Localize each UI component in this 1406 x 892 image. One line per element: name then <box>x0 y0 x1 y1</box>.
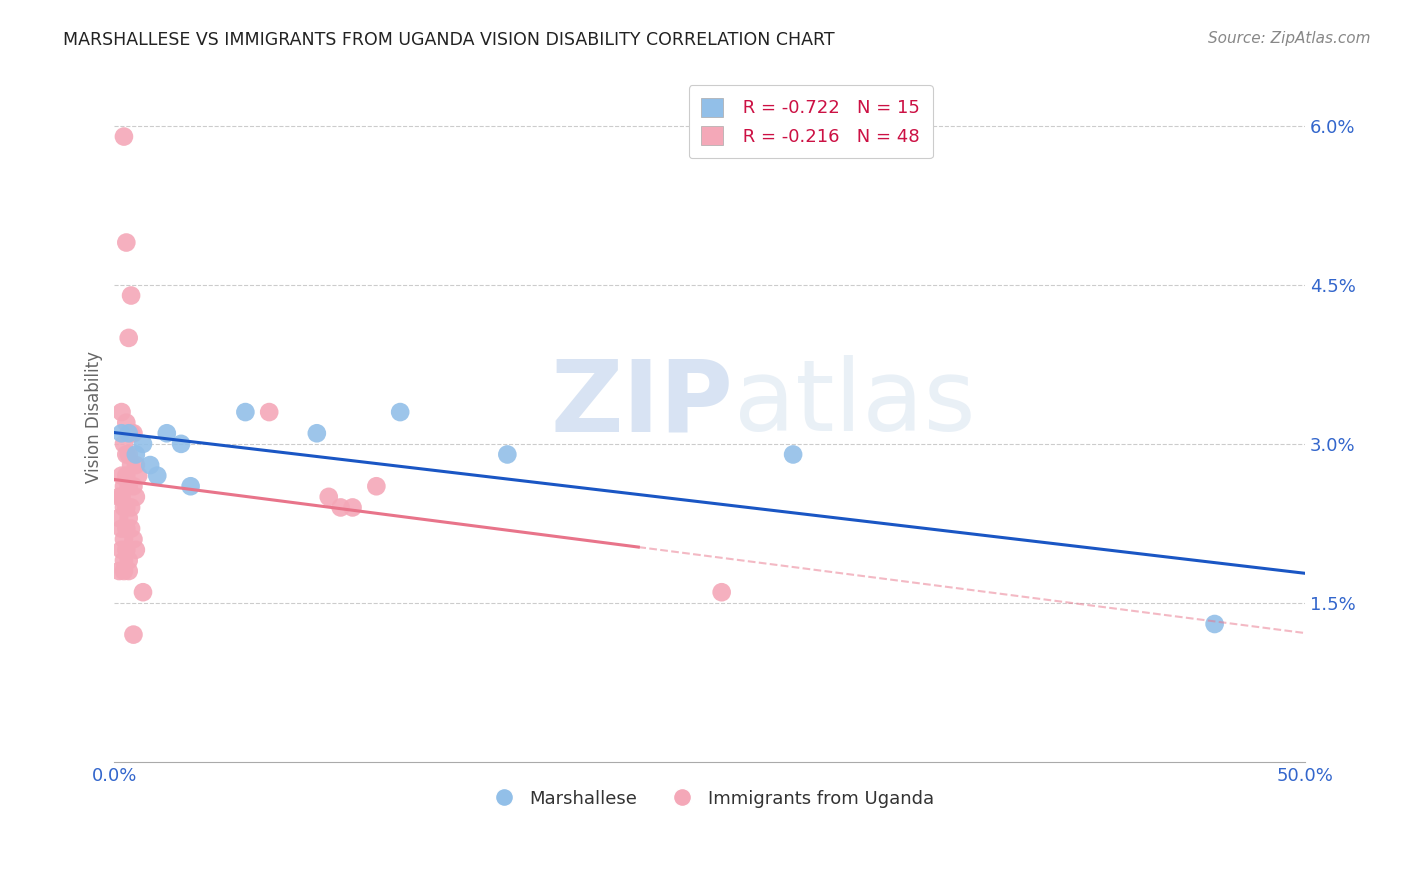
Point <box>170 437 193 451</box>
Point <box>115 522 138 536</box>
Point <box>112 500 135 515</box>
Point <box>115 468 138 483</box>
Point <box>118 331 141 345</box>
Point <box>118 564 141 578</box>
Point <box>156 426 179 441</box>
Point <box>110 542 132 557</box>
Point <box>108 564 131 578</box>
Point <box>115 416 138 430</box>
Legend: Marshallese, Immigrants from Uganda: Marshallese, Immigrants from Uganda <box>478 782 941 814</box>
Point <box>118 511 141 525</box>
Point <box>115 500 138 515</box>
Point <box>110 405 132 419</box>
Point <box>122 533 145 547</box>
Point <box>120 500 142 515</box>
Point <box>139 458 162 472</box>
Point <box>127 468 149 483</box>
Point <box>710 585 733 599</box>
Point <box>1204 617 1226 632</box>
Point <box>329 500 352 515</box>
Text: ZIP: ZIP <box>551 355 734 452</box>
Point <box>112 129 135 144</box>
Point <box>112 533 135 547</box>
Point <box>120 522 142 536</box>
Point <box>122 627 145 641</box>
Point <box>110 426 132 441</box>
Point <box>115 542 138 557</box>
Point <box>118 479 141 493</box>
Point <box>257 405 280 419</box>
Point <box>118 447 141 461</box>
Point <box>110 468 132 483</box>
Point <box>112 553 135 567</box>
Point <box>125 490 148 504</box>
Point <box>118 426 141 441</box>
Text: MARSHALLESE VS IMMIGRANTS FROM UGANDA VISION DISABILITY CORRELATION CHART: MARSHALLESE VS IMMIGRANTS FROM UGANDA VI… <box>63 31 835 49</box>
Point <box>115 447 138 461</box>
Point <box>122 426 145 441</box>
Point <box>132 437 155 451</box>
Point <box>146 468 169 483</box>
Point <box>120 426 142 441</box>
Point <box>125 458 148 472</box>
Point <box>108 511 131 525</box>
Text: atlas: atlas <box>734 355 976 452</box>
Point <box>112 479 135 493</box>
Point <box>120 458 142 472</box>
Point <box>132 585 155 599</box>
Point <box>115 235 138 250</box>
Point <box>112 564 135 578</box>
Point <box>122 479 145 493</box>
Point <box>125 447 148 461</box>
Point <box>118 553 141 567</box>
Y-axis label: Vision Disability: Vision Disability <box>86 351 103 483</box>
Point <box>110 522 132 536</box>
Point <box>318 490 340 504</box>
Point <box>389 405 412 419</box>
Point <box>782 447 804 461</box>
Point <box>305 426 328 441</box>
Point <box>120 288 142 302</box>
Point <box>496 447 519 461</box>
Point <box>125 542 148 557</box>
Point <box>110 490 132 504</box>
Point <box>235 405 257 419</box>
Point <box>108 490 131 504</box>
Point <box>342 500 364 515</box>
Point <box>366 479 388 493</box>
Point <box>180 479 202 493</box>
Text: Source: ZipAtlas.com: Source: ZipAtlas.com <box>1208 31 1371 46</box>
Point <box>112 437 135 451</box>
